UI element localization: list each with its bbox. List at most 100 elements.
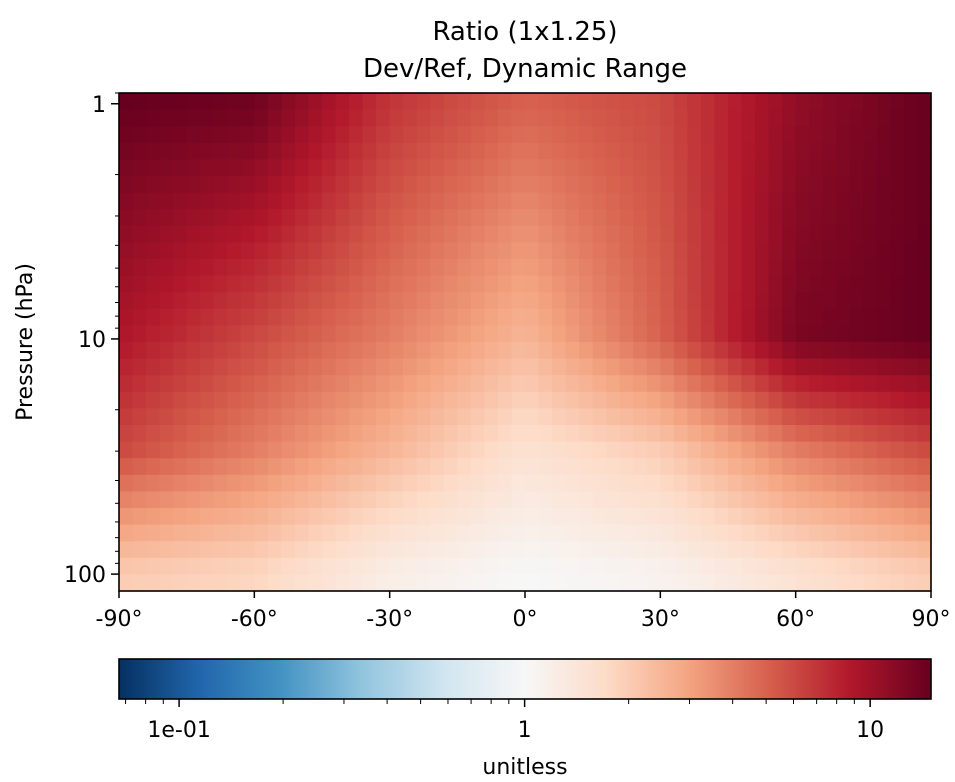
heatmap-cell: [186, 557, 201, 575]
heatmap-cell: [552, 209, 567, 227]
heatmap-cell: [565, 557, 580, 575]
heatmap-cell: [849, 126, 864, 144]
heatmap-cell: [552, 342, 567, 360]
heatmap-cell: [700, 557, 716, 575]
heatmap-cell: [240, 408, 255, 426]
heatmap-cell: [782, 242, 797, 260]
heatmap-cell: [457, 93, 472, 111]
heatmap-cell: [646, 292, 661, 310]
heatmap-cell: [660, 126, 675, 144]
heatmap-cell: [322, 159, 337, 177]
heatmap-cell: [389, 292, 404, 310]
heatmap-cell: [700, 93, 716, 111]
heatmap-cell: [511, 375, 526, 393]
heatmap-cell: [890, 225, 905, 243]
heatmap-cell: [227, 342, 242, 360]
heatmap-cell: [619, 242, 634, 260]
heatmap-cell: [281, 225, 296, 243]
heatmap-cell: [592, 508, 607, 526]
heatmap-cell: [687, 375, 702, 393]
heatmap-cell: [308, 557, 323, 575]
heatmap-cell: [430, 425, 445, 443]
heatmap-cell: [281, 275, 296, 293]
heatmap-cell: [579, 408, 594, 426]
heatmap-cell: [849, 192, 864, 210]
heatmap-cell: [849, 159, 864, 177]
heatmap-cell: [755, 408, 770, 426]
heatmap-cell: [565, 541, 580, 559]
heatmap-cell: [660, 474, 675, 492]
heatmap-cell: [592, 176, 607, 194]
heatmap-cell: [809, 209, 824, 227]
heatmap-cell: [673, 541, 688, 559]
heatmap-cell: [335, 292, 350, 310]
heatmap-cell: [917, 342, 932, 360]
heatmap-cell: [308, 176, 323, 194]
heatmap-cell: [903, 342, 919, 360]
heatmap-cell: [849, 441, 864, 459]
x-tick-label: -30°: [366, 607, 413, 632]
heatmap-cell: [579, 358, 594, 376]
heatmap-cell: [443, 225, 458, 243]
heatmap-cell: [552, 126, 567, 144]
heatmap-cell: [700, 225, 716, 243]
heatmap-cell: [768, 425, 783, 443]
heatmap-cell: [376, 325, 391, 343]
heatmap-cell: [430, 259, 445, 277]
heatmap-cell: [443, 342, 458, 360]
heatmap-cell: [186, 142, 201, 160]
heatmap-cell: [119, 491, 134, 509]
heatmap-cell: [525, 574, 540, 592]
heatmap-cell: [836, 358, 851, 376]
heatmap-cell: [592, 425, 607, 443]
heatmap-cell: [552, 524, 567, 542]
heatmap-cell: [768, 541, 783, 559]
heatmap-cell: [849, 358, 864, 376]
heatmap-cell: [308, 458, 323, 476]
heatmap-cell: [525, 441, 540, 459]
heatmap-cell: [836, 93, 851, 111]
heatmap-cell: [430, 325, 445, 343]
heatmap-cell: [606, 441, 621, 459]
heatmap-cell: [876, 474, 891, 492]
heatmap-cell: [484, 225, 499, 243]
heatmap-cell: [416, 275, 431, 293]
heatmap-cell: [443, 292, 458, 310]
heatmap-cell: [714, 491, 729, 509]
heatmap-cell: [673, 458, 688, 476]
heatmap-cell: [416, 259, 431, 277]
heatmap-cell: [890, 541, 905, 559]
heatmap-cell: [795, 192, 810, 210]
heatmap-cell: [484, 358, 499, 376]
heatmap-cell: [430, 109, 445, 127]
heatmap-cell: [294, 474, 310, 492]
heatmap-cell: [497, 275, 513, 293]
heatmap-cell: [322, 93, 337, 111]
heatmap-cell: [132, 474, 147, 492]
heatmap-cell: [822, 126, 837, 144]
heatmap-cell: [186, 458, 201, 476]
heatmap-cell: [349, 342, 364, 360]
heatmap-cell: [525, 308, 540, 326]
heatmap-cell: [633, 93, 648, 111]
heatmap-cell: [132, 375, 147, 393]
heatmap-cell: [389, 308, 404, 326]
heatmap-cell: [119, 192, 134, 210]
heatmap-cell: [714, 375, 729, 393]
heatmap-cell: [119, 259, 134, 277]
heatmap-cell: [606, 308, 621, 326]
heatmap-cell: [782, 308, 797, 326]
heatmap-cell: [592, 408, 607, 426]
heatmap-cell: [836, 508, 851, 526]
heatmap-cell: [484, 325, 499, 343]
heatmap-cell: [714, 192, 729, 210]
heatmap-cell: [728, 441, 743, 459]
heatmap-cell: [768, 441, 783, 459]
heatmap-cell: [281, 93, 296, 111]
heatmap-cell: [443, 458, 458, 476]
heatmap-cell: [809, 491, 824, 509]
heatmap-cell: [890, 524, 905, 542]
heatmap-cell: [349, 209, 364, 227]
heatmap-cell: [836, 159, 851, 177]
heatmap-cell: [322, 425, 337, 443]
